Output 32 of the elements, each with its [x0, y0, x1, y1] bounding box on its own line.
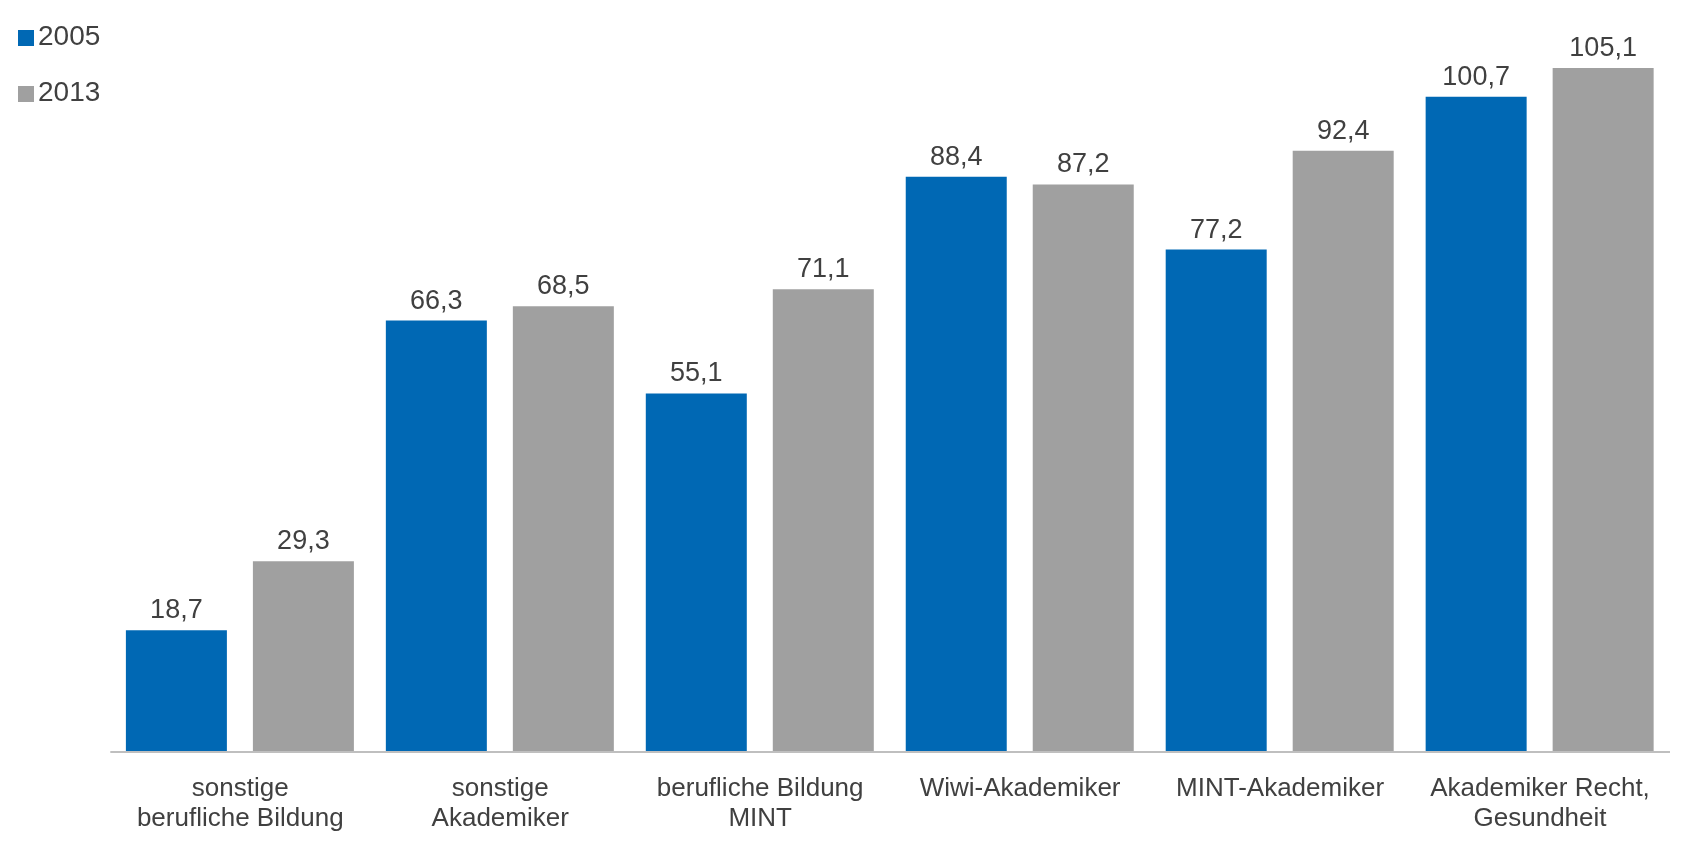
data-label: 92,4	[1316, 114, 1370, 145]
x-tick-label: Wiwi-Akademiker	[919, 772, 1121, 802]
bar	[905, 176, 1007, 752]
data-label: 71,1	[797, 253, 850, 284]
x-tick-label: MINT-Akademiker	[1176, 772, 1385, 802]
data-label: 66,3	[410, 284, 463, 315]
data-label: 100,7	[1442, 60, 1510, 91]
data-label: 18,7	[150, 594, 203, 625]
bar	[385, 320, 487, 752]
data-label: 29,3	[277, 525, 330, 556]
x-tick-label: Akademiker Recht, Gesundheit	[1430, 772, 1650, 832]
bar	[1292, 150, 1394, 752]
legend-label: 2005	[38, 20, 101, 51]
bar	[512, 306, 614, 752]
data-label: 55,1	[670, 357, 723, 388]
bar	[1425, 96, 1527, 752]
data-label: 68,5	[537, 270, 590, 301]
x-tick-label: sonstige Akademiker	[431, 772, 570, 832]
bar	[1552, 68, 1654, 752]
x-tick-label: sonstige berufliche Bildung	[136, 772, 344, 832]
bar	[125, 630, 227, 752]
data-label: 88,4	[929, 140, 983, 171]
bar	[772, 289, 874, 752]
data-label: 105,1	[1569, 32, 1637, 62]
data-label: 77,2	[1189, 213, 1243, 244]
data-label: 87,2	[1056, 148, 1110, 179]
bar	[645, 393, 747, 752]
x-tick-label: berufliche Bildung MINT	[656, 772, 864, 832]
legend-label: 2013	[38, 76, 101, 107]
bar	[1032, 184, 1134, 752]
bar	[1165, 249, 1267, 752]
bar	[252, 561, 354, 752]
